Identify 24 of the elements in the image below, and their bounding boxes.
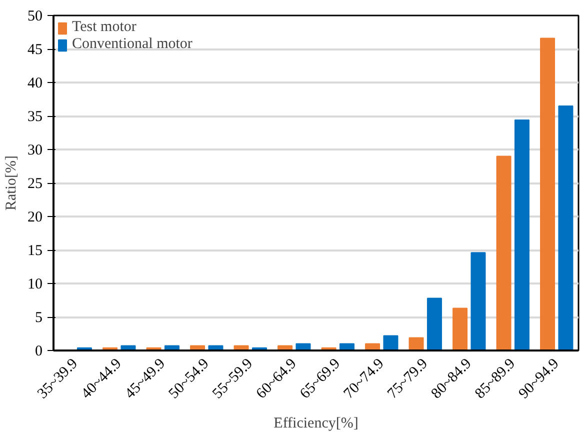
bar: [540, 38, 556, 350]
bar: [496, 156, 512, 350]
legend-label: Test motor: [72, 19, 136, 36]
bar: [558, 105, 574, 350]
bar: [514, 120, 530, 350]
y-tick-label: 45: [28, 42, 42, 58]
x-axis-title: Efficiency[%]: [274, 416, 358, 432]
y-tick-label: 50: [28, 8, 42, 24]
y-tick-label: 5: [35, 310, 42, 326]
y-tick-label: 0: [35, 344, 42, 360]
legend-label: Conventional motor: [72, 36, 192, 53]
y-tick-label: 10: [28, 276, 42, 292]
bar: [470, 252, 486, 350]
y-axis-title: Ratio[%]: [4, 156, 20, 210]
y-tick-label: 35: [28, 109, 42, 125]
bar: [426, 298, 442, 350]
y-tick-label: 15: [28, 243, 42, 259]
y-tick-label: 20: [28, 210, 42, 226]
y-tick-label: 25: [28, 176, 42, 192]
y-tick-label: 40: [28, 76, 42, 92]
y-tick-label: 30: [28, 142, 42, 158]
bar: [383, 335, 398, 350]
bar: [452, 308, 468, 350]
bar: [408, 337, 424, 350]
